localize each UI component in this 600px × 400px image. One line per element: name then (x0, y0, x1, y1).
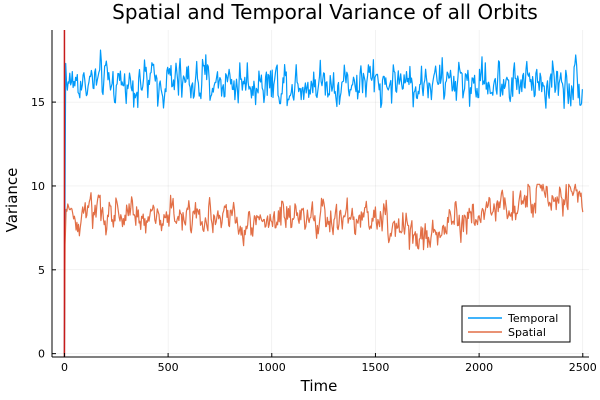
x-tick-label: 1000 (258, 361, 286, 374)
x-tick-label: 1500 (361, 361, 389, 374)
x-tick-label: 0 (61, 361, 68, 374)
x-axis-label: Time (300, 377, 338, 395)
legend-box (461, 305, 571, 343)
series-line-temporal (63, 49, 583, 354)
y-tick-label: 10 (31, 180, 45, 193)
y-tick-label: 0 (38, 348, 45, 361)
legend-label-temporal: Temporal (507, 312, 558, 325)
x-tick-label: 500 (158, 361, 179, 374)
legend-label-spatial: Spatial (508, 326, 546, 339)
chart-title: Spatial and Temporal Variance of all Orb… (112, 0, 538, 24)
y-tick-label: 15 (31, 96, 45, 109)
x-tick-label: 2000 (465, 361, 493, 374)
x-tick-label: 2500 (569, 361, 597, 374)
y-axis-label: Variance (3, 168, 21, 233)
series-line-spatial (63, 183, 584, 354)
axes: 0 500 1000 1500 2000 2500 0 5 10 15 (31, 30, 597, 374)
y-tick-label: 5 (38, 264, 45, 277)
series-layer (63, 30, 584, 357)
